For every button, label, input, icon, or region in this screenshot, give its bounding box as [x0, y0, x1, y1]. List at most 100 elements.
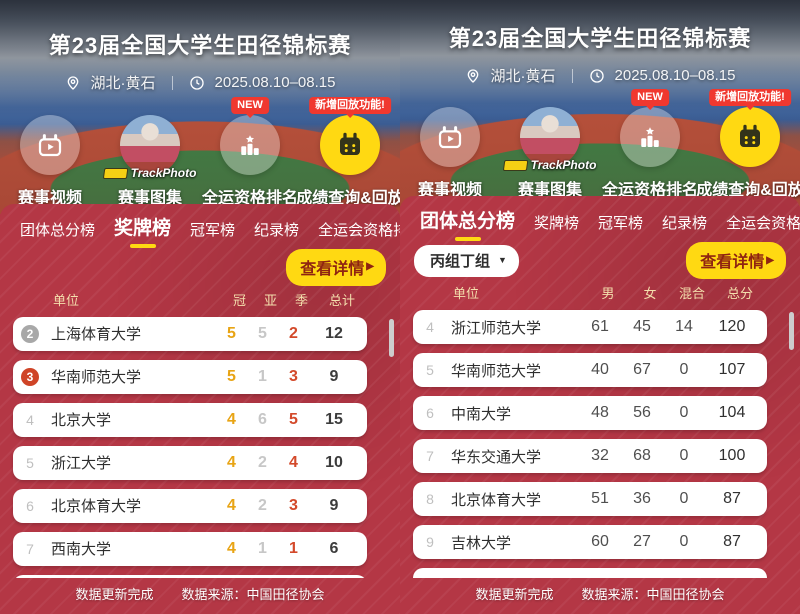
tab[interactable]: 纪录榜 [254, 221, 300, 239]
table-row[interactable]: 3 华南师范大学 5 1 3 9 [13, 359, 367, 394]
silver-count: 2 [258, 453, 267, 471]
table-row[interactable]: 8 北京体育大学 51 36 0 87 [413, 482, 767, 517]
table-row[interactable]: 7 华东交通大学 32 68 0 100 [413, 439, 767, 474]
women-points: 68 [633, 447, 651, 465]
nav-item-videos[interactable]: 赛事视频 [400, 91, 500, 200]
nav-item-qualification-ranking[interactable]: NEW 全运资格排名 [601, 89, 698, 199]
nav-item-results-replay[interactable]: 新增回放功能! 成绩查询&回放 [296, 97, 400, 207]
quick-nav: 赛事视频 TrackPhoto 赛事图集 NEW [0, 97, 400, 208]
tab[interactable]: 冠军榜 [190, 221, 236, 239]
event-meta: 湖北·黄石 2025.08.10–08.15 [0, 72, 400, 93]
rank-badge: 6 [26, 497, 34, 514]
col-silver: 亚 [263, 292, 277, 308]
team-name: 上海体育大学 [51, 326, 142, 344]
table-row[interactable]: 5 浙江大学 4 2 4 10 [13, 445, 367, 480]
team-name: 华东交通大学 [451, 448, 542, 466]
clock-icon [589, 68, 605, 84]
table-row[interactable]: 5 华南师范大学 40 67 0 107 [413, 353, 767, 388]
rank-badge: 9 [426, 534, 434, 551]
total-count: 9 [329, 496, 339, 514]
table-row[interactable]: 2 上海体育大学 5 5 2 12 [13, 316, 367, 351]
medal-rows: 2 上海体育大学 5 5 2 12 3 华南师范大学 5 1 [13, 316, 367, 578]
women-points: 67 [633, 361, 651, 379]
total-count: 10 [325, 453, 343, 471]
rank-badge: 5 [26, 454, 34, 471]
nav-item-gallery[interactable]: TrackPhoto 赛事图集 [100, 99, 200, 208]
tab[interactable]: 纪录榜 [662, 214, 708, 232]
panel-medal-board: 第23届全国大学生田径锦标赛 湖北·黄石 2025.08.10–08.15 [0, 0, 400, 614]
tab[interactable]: 奖牌榜 [114, 213, 171, 249]
rank-badge: 7 [26, 540, 34, 557]
team-name: 华南师范大学 [51, 369, 142, 387]
rank-badge: 7 [426, 448, 434, 465]
silver-count: 6 [258, 410, 267, 428]
nav-item-gallery[interactable]: TrackPhoto 赛事图集 [500, 91, 600, 200]
men-points: 38 [579, 576, 621, 578]
view-details-button[interactable]: 查看详情 ▶ [686, 242, 786, 280]
table-row[interactable]: 6 北京体育大学 4 2 3 9 [13, 488, 367, 523]
table-scroll-area[interactable]: 2 上海体育大学 5 5 2 12 3 华南师范大学 5 1 [0, 315, 400, 578]
total-points: 77 [705, 576, 759, 578]
tab[interactable]: 团体总分榜 [420, 206, 515, 242]
total-points: 87 [723, 490, 741, 508]
data-footer: 数据更新完成 数据来源：中国田径协会 [0, 578, 400, 614]
rank-badge: 3 [21, 367, 39, 386]
mixed-points: 0 [679, 447, 689, 465]
toolbar: 丙组丁组 ▼ 查看详情 ▶ [400, 242, 800, 282]
event-title: 第23届全国大学生田径锦标赛 [48, 33, 352, 58]
tab[interactable]: 全运会资格排名 [318, 221, 400, 239]
men-points: 48 [591, 404, 609, 422]
replay-feature-badge: 新增回放功能! [309, 97, 391, 114]
col-bronze: 季 [294, 292, 308, 308]
trackphoto-watermark: TrackPhoto [102, 166, 196, 180]
event-dates: 2025.08.10–08.15 [214, 74, 336, 91]
trackphoto-watermark: TrackPhoto [502, 158, 596, 172]
men-points: 51 [591, 490, 609, 508]
team-name: 华南师范大学 [451, 362, 542, 380]
rank-badge: 5 [426, 362, 434, 379]
team-name: 浙江师范大学 [451, 319, 542, 337]
bronze-count: 1 [289, 539, 298, 557]
nav-item-qualification-ranking[interactable]: NEW 全运资格排名 [201, 97, 298, 207]
table-scroll-area[interactable]: 4 浙江师范大学 61 45 14 120 5 华南师范大学 4 0 67 [400, 308, 800, 578]
total-points: 100 [718, 447, 746, 465]
table-header: 单位 男 女 混合 总分 [400, 281, 800, 308]
tab[interactable]: 全运会资格排名 [726, 214, 800, 232]
col-mixed: 混合 [678, 286, 705, 302]
total-count: 6 [329, 539, 339, 557]
table-row[interactable]: 10 华中科技大学 38 39 0 77 [413, 568, 767, 578]
leaderboard-card: 团体总分榜 奖牌榜冠军榜纪录榜全运会资格排名 丙组丁组 ▼ 查看详情 ▶ 单位 男… [400, 196, 800, 614]
rank-badge: 4 [426, 319, 434, 336]
rank-badge: 4 [26, 411, 34, 428]
nav-item-videos[interactable]: 赛事视频 [0, 99, 100, 208]
tab[interactable]: 奖牌榜 [534, 214, 580, 232]
meta-divider [171, 75, 173, 90]
total-points: 104 [718, 404, 746, 422]
col-unit: 单位 [453, 286, 480, 302]
tab[interactable]: 冠军榜 [598, 214, 644, 232]
men-points: 32 [591, 447, 609, 465]
gold-count: 5 [227, 367, 236, 385]
table-row[interactable]: 4 北京大学 4 6 5 15 [13, 402, 367, 437]
table-row[interactable]: 7 西南大学 4 1 1 6 [13, 531, 367, 566]
board-tabs: 团体总分榜 奖牌榜冠军榜纪录榜全运会资格排名 [400, 196, 800, 242]
meta-divider [571, 68, 573, 83]
table-row[interactable]: 8 吉林大学 3 2 2 7 [13, 574, 367, 578]
toolbar: 查看详情 ▶ [0, 248, 400, 288]
scrollbar-thumb[interactable] [789, 312, 794, 351]
table-row[interactable]: 9 吉林大学 60 27 0 87 [413, 525, 767, 560]
view-details-button[interactable]: 查看详情 ▶ [286, 248, 386, 286]
silver-count: 2 [258, 496, 267, 514]
nav-item-results-replay[interactable]: 新增回放功能! 成绩查询&回放 [696, 89, 800, 199]
tab[interactable]: 团体总分榜 [20, 221, 96, 239]
video-icon [20, 115, 80, 175]
total-points: 87 [723, 533, 741, 551]
athlete-photo-icon [120, 115, 180, 175]
event-location: 湖北·黄石 [490, 68, 556, 85]
table-row[interactable]: 4 浙江师范大学 61 45 14 120 [413, 310, 767, 345]
group-filter-dropdown[interactable]: 丙组丁组 ▼ [414, 244, 519, 277]
scrollbar-thumb[interactable] [389, 318, 394, 357]
chevron-down-icon: ▼ [498, 255, 507, 266]
table-row[interactable]: 6 中南大学 48 56 0 104 [413, 396, 767, 431]
women-points: 36 [633, 490, 651, 508]
